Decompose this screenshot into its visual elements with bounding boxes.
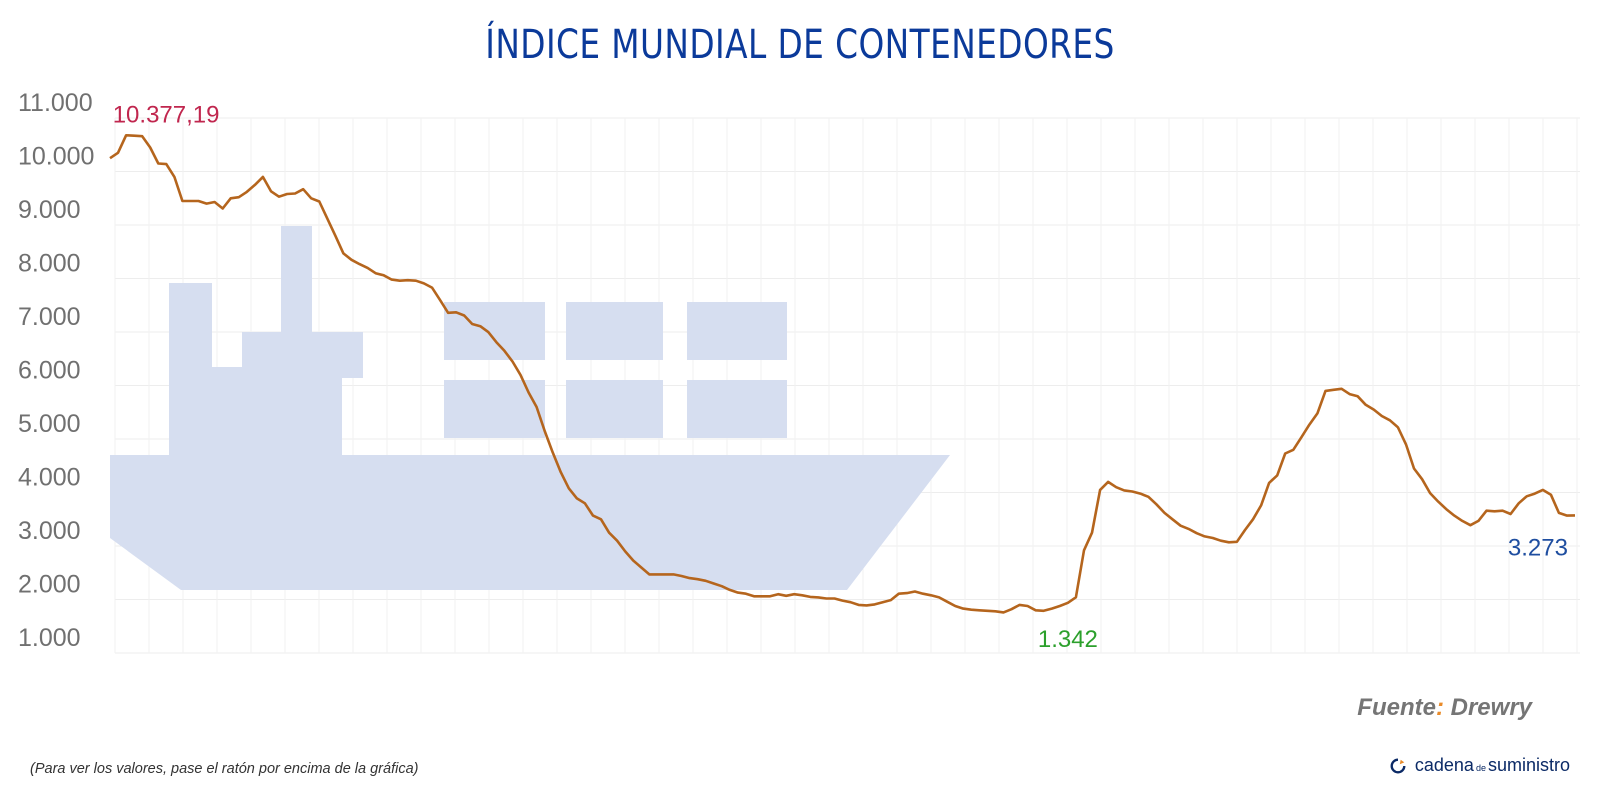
y-tick-label: 9.000 (18, 196, 81, 224)
y-tick-label: 11.000 (18, 89, 93, 117)
ship-hull (110, 226, 950, 590)
refresh-arrow-icon (1390, 758, 1406, 773)
annotation-last: 3.273 (1508, 535, 1568, 562)
source-note: Fuente: Drewry (1357, 694, 1532, 721)
y-tick-label: 5.000 (18, 410, 81, 438)
brand-part3: suministro (1487, 755, 1570, 775)
annotation-min: 1.342 (1038, 626, 1098, 653)
ship-container (566, 302, 663, 360)
brand-part1: cadena (1414, 755, 1474, 775)
source-label: Fuente (1357, 694, 1436, 721)
annotation-max: 10.377,19 (113, 101, 220, 128)
y-tick-label: 2.000 (18, 571, 81, 599)
y-tick-label: 4.000 (18, 464, 81, 492)
brand-part2: de (1475, 763, 1486, 773)
ship-container (687, 302, 787, 360)
index-line[interactable] (109, 134, 1576, 614)
line-series (109, 134, 1576, 614)
brand-logo[interactable]: cadena de suministro (1389, 755, 1570, 776)
y-tick-label: 8.000 (18, 250, 81, 278)
y-axis-ticks: 11.000 10.000 9.000 8.000 7.000 6.000 5.000 4.0… (18, 89, 94, 652)
ship-container (566, 380, 663, 438)
y-tick-label: 7.000 (18, 303, 81, 331)
source-name: Drewry (1450, 694, 1532, 721)
container-ship-icon (110, 226, 950, 590)
chart-title: ÍNDICE MUNDIAL DE CONTENEDORES (485, 22, 1115, 68)
hover-instructions: (Para ver los valores, pase el ratón por… (30, 761, 419, 777)
data-annotations: 10.377,19 1.342 3.273 (113, 101, 1568, 652)
ship-container (444, 380, 545, 438)
y-tick-label: 10.000 (18, 143, 94, 171)
ship-container (687, 380, 787, 438)
ship-container (444, 302, 545, 360)
y-tick-label: 6.000 (18, 357, 81, 385)
y-tick-label: 1.000 (18, 624, 81, 652)
y-tick-label: 3.000 (18, 517, 81, 545)
